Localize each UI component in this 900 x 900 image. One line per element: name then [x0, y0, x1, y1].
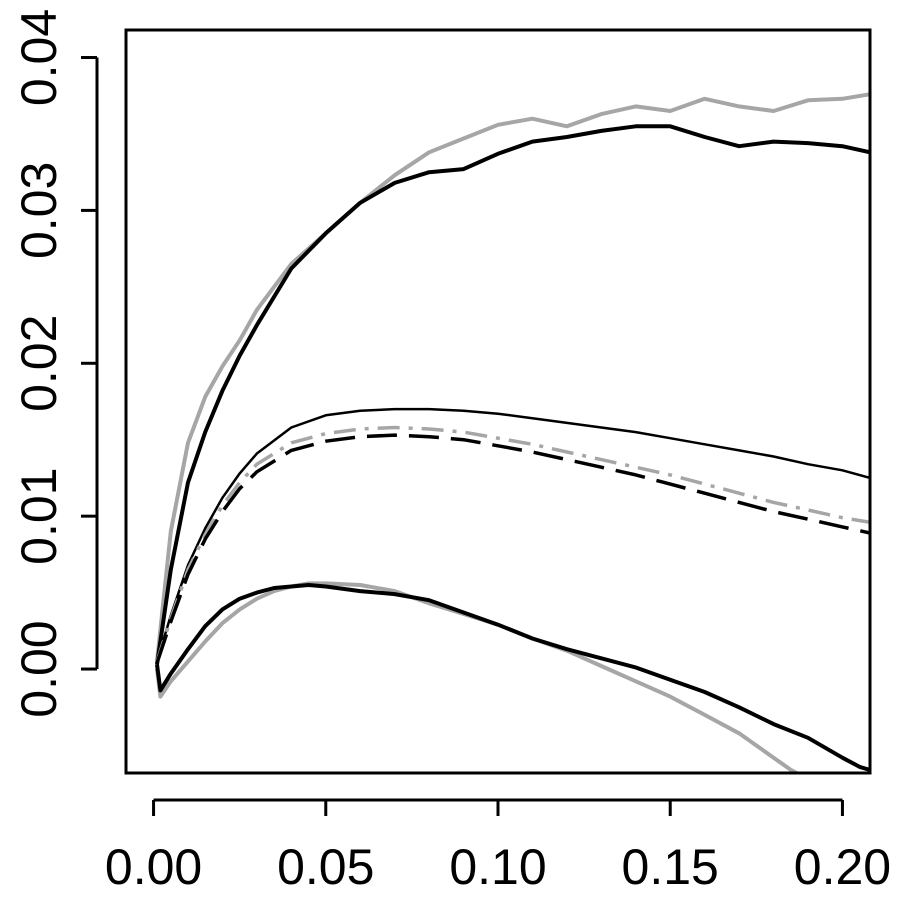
x-axis: 0.00 0.05 0.10 0.15 0.20 — [105, 798, 891, 895]
series-line-3 — [155, 407, 870, 662]
y-tick-label: 0.03 — [11, 162, 67, 259]
y-tick-label: 0.02 — [11, 315, 67, 412]
x-tick-label: 0.10 — [449, 839, 546, 895]
x-tick-label: 0.20 — [794, 839, 891, 895]
y-tick-label: 0.00 — [11, 620, 67, 717]
series-layer — [155, 92, 870, 773]
series-line-6 — [155, 581, 801, 773]
series-line-2 — [155, 124, 870, 665]
x-tick-label: 0.05 — [277, 839, 374, 895]
series-line-1 — [155, 92, 870, 662]
x-tick-label: 0.15 — [622, 839, 719, 895]
series-line-4 — [155, 425, 870, 662]
plot-frame — [124, 28, 872, 775]
y-tick-label: 0.04 — [11, 9, 67, 106]
y-tick-label: 0.01 — [11, 467, 67, 564]
x-tick-label: 0.00 — [105, 839, 202, 895]
y-axis: 0.00 0.01 0.02 0.03 0.04 — [11, 9, 99, 718]
series-line-5 — [155, 433, 870, 664]
series-line-7 — [155, 583, 870, 772]
